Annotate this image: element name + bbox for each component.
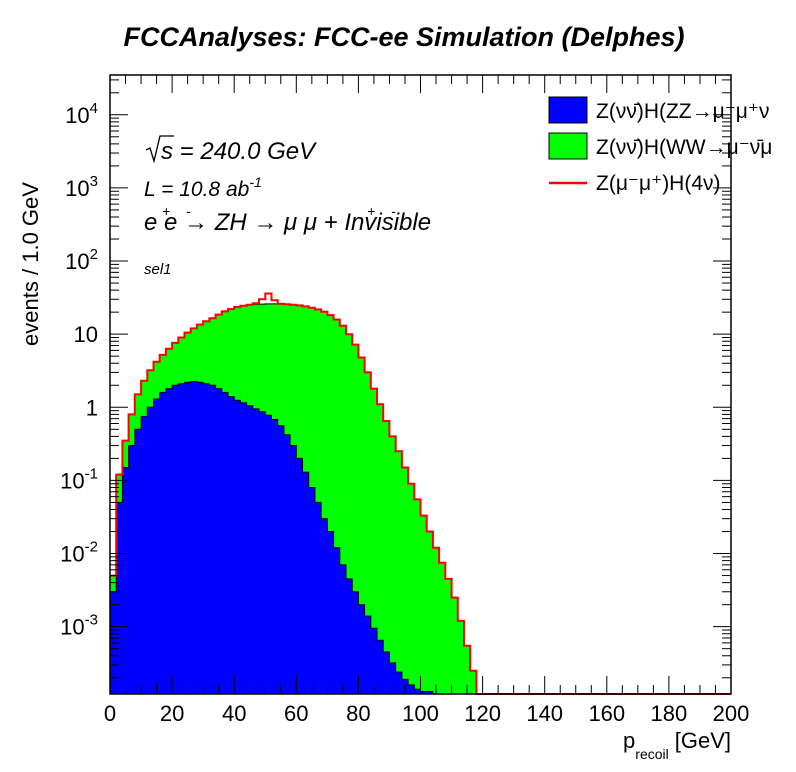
y-tick-label: 10 (74, 322, 98, 347)
tick-layer: 0 20 40 60 80 100 120 140 160 180 20010-310-210-11… (60, 75, 749, 726)
x-tick-label: 100 (402, 701, 439, 726)
annotations: s = 240.0 GeV L = 10.8 ab-1 e e → ZH → μ… (144, 135, 431, 278)
x-tick-label: 180 (651, 701, 688, 726)
series-area-0 (109, 381, 446, 695)
x-tick-label: 20 (160, 701, 184, 726)
annotation-process: e e → ZH → μ μ + Invisible (144, 209, 431, 236)
y-axis-label: events / 1.0 GeV (18, 182, 43, 346)
y-tick-label: 10-3 (60, 612, 98, 640)
x-tick-label: 0 (104, 701, 116, 726)
y-tick-exponent: 2 (90, 246, 98, 263)
series-layer (109, 292, 731, 695)
y-tick-exponent: -3 (85, 612, 98, 629)
legend-label-ww: Z(νν̄)H(WW→μ⁻ν̄μ (596, 136, 772, 159)
y-tick-base: 10 (65, 249, 89, 274)
annotation-sqrt-s: s = 240.0 GeV (161, 138, 317, 165)
y-tick-exponent: 3 (90, 173, 98, 190)
x-tick-label: 160 (588, 701, 625, 726)
x-tick-label: 40 (222, 701, 246, 726)
x-tick-label: 120 (464, 701, 501, 726)
legend-swatch-ww (548, 132, 588, 160)
y-tick-exponent: 4 (90, 100, 98, 117)
y-tick-base: 10 (65, 103, 89, 128)
annotation-process-sup: + (162, 203, 170, 219)
annotation-process-sup: - (186, 203, 191, 219)
x-axis-label-sub: recoil (635, 746, 668, 762)
legend-swatch-zz (548, 96, 588, 124)
x-axis-label-unit: [GeV] (675, 728, 731, 753)
y-tick-label: 10-2 (60, 539, 98, 567)
sqrt-symbol (145, 135, 174, 164)
y-tick-label: 103 (65, 173, 98, 201)
annotation-lumi: L = 10.8 ab-1 (144, 174, 262, 201)
y-tick-base: 1 (86, 395, 98, 420)
y-tick-base: 10 (60, 542, 84, 567)
x-axis-label-main: p (623, 728, 635, 753)
y-tick-base: 10 (60, 615, 84, 640)
annotation-lumi-text: L = 10.8 ab (144, 178, 250, 201)
y-tick-exponent: -2 (85, 539, 98, 556)
annotation-process-sup: + (367, 203, 375, 219)
annotation-lumi-exp: -1 (249, 174, 261, 190)
chart-title: FCCAnalyses: FCC-ee Simulation (Delphes) (123, 22, 684, 52)
annotation-process-sup: - (391, 203, 396, 219)
legend-label-zz: Z(νν̄)H(ZZ→μ⁻μ⁺ν (596, 100, 770, 123)
x-axis-label: precoil [GeV] (623, 728, 731, 762)
legend-label-zmumu: Z(μ⁻μ⁺)H(4ν) (596, 172, 721, 195)
x-tick-label: 200 (713, 701, 750, 726)
legend: Z(νν̄)H(ZZ→μ⁻μ⁺ν Z(νν̄)H(WW→μ⁻ν̄μ Z(μ⁻μ⁺… (548, 96, 772, 195)
x-tick-label: 140 (526, 701, 563, 726)
y-tick-base: 10 (60, 468, 84, 493)
y-tick-label: 10-1 (60, 465, 98, 493)
y-tick-base: 10 (74, 322, 98, 347)
x-tick-label: 60 (284, 701, 308, 726)
annotation-selection: sel1 (144, 261, 172, 278)
y-tick-label: 102 (65, 246, 98, 274)
y-tick-label: 1 (86, 395, 98, 420)
y-tick-exponent: -1 (85, 465, 98, 482)
x-tick-label: 80 (346, 701, 370, 726)
y-tick-base: 10 (65, 176, 89, 201)
series-line-2 (110, 292, 731, 695)
y-tick-label: 104 (65, 100, 98, 128)
